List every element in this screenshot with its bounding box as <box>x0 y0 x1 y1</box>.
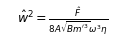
Text: $\hat{w}^2 = \frac{\hat{F}}{8A\sqrt{Bm^{\prime 3}}\omega^3\eta}$: $\hat{w}^2 = \frac{\hat{F}}{8A\sqrt{Bm^{… <box>18 5 108 37</box>
